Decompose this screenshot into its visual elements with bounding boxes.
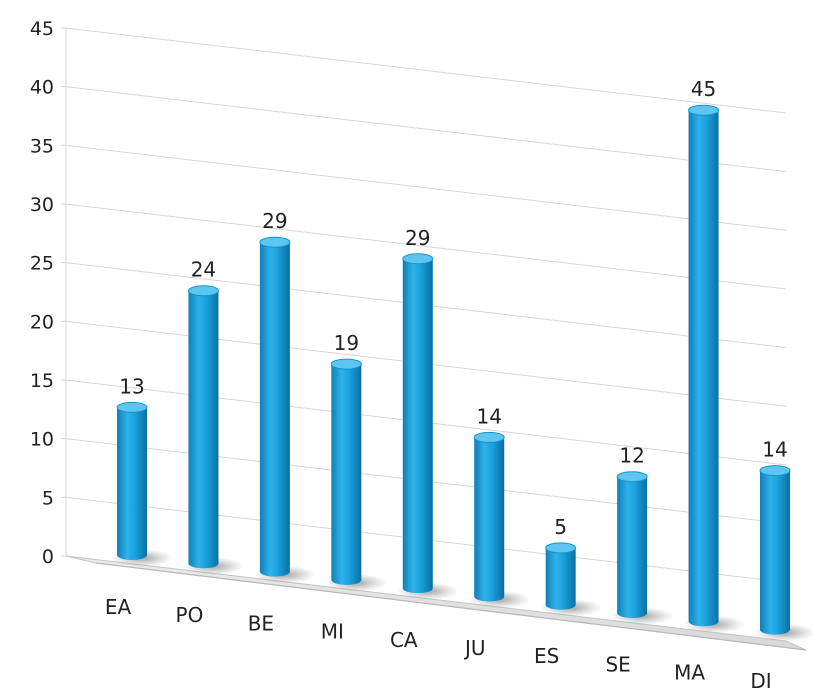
bar-top <box>616 471 648 483</box>
x-tick-label: DI <box>750 669 771 693</box>
bar-body <box>474 437 505 602</box>
bar-ea <box>111 401 173 567</box>
floor-front-edge <box>95 562 807 651</box>
data-label: 5 <box>554 515 567 539</box>
bar-top <box>116 401 148 413</box>
data-labels: 13 24 29 19 29 14 5 12 45 14 <box>119 77 787 539</box>
data-label: 24 <box>191 258 216 282</box>
bar-se <box>611 471 674 626</box>
gridline <box>65 86 787 173</box>
bar-ma <box>682 104 745 634</box>
gridline <box>65 27 787 114</box>
bar-ju <box>468 431 531 609</box>
x-tick-label: CA <box>390 628 418 652</box>
y-axis-ticks: 0 5 10 15 20 25 30 35 40 45 <box>30 18 66 568</box>
bar-body <box>402 258 433 594</box>
bar-body <box>331 364 362 585</box>
bar-body <box>617 476 648 619</box>
y-tick-label: 0 <box>42 546 54 568</box>
data-label: 12 <box>619 444 644 468</box>
x-tick-label: BE <box>248 611 274 635</box>
y-tick-label: 45 <box>30 18 54 40</box>
y-tick-label: 30 <box>30 194 54 216</box>
bar-body <box>545 547 576 610</box>
bar-be <box>253 236 316 584</box>
bar-es <box>539 542 602 617</box>
x-tick-label: ES <box>534 644 559 668</box>
y-tick-label: 40 <box>30 77 54 99</box>
data-label: 19 <box>334 331 359 355</box>
data-label: 45 <box>691 77 716 101</box>
bar-top <box>187 285 219 297</box>
x-tick-label: JU <box>463 636 486 660</box>
x-tick-label: MI <box>321 620 344 644</box>
y-tick-label: 35 <box>30 135 54 157</box>
bar-di <box>754 465 813 642</box>
gridline <box>65 203 787 290</box>
bar-body <box>259 242 290 577</box>
bars <box>111 104 813 642</box>
bar-ca <box>396 253 459 601</box>
data-label: 29 <box>405 226 430 250</box>
bar-mi <box>325 358 388 592</box>
x-tick-label: SE <box>605 652 630 676</box>
bar-top <box>688 104 720 116</box>
x-tick-label: MA <box>674 661 705 685</box>
x-tick-label: EA <box>105 595 132 619</box>
bar-body <box>188 290 219 569</box>
bar-top <box>545 542 577 554</box>
y-tick-label: 25 <box>30 253 54 275</box>
x-tick-label: PO <box>176 603 204 627</box>
bar-po <box>182 285 245 576</box>
data-label: 14 <box>762 438 787 462</box>
y-tick-label: 10 <box>30 429 54 451</box>
data-label: 29 <box>262 209 287 233</box>
bar-top <box>330 358 362 370</box>
bar-body <box>760 470 790 635</box>
y-tick-label: 5 <box>42 487 54 509</box>
data-label: 14 <box>476 404 501 428</box>
bar-body <box>117 407 147 560</box>
gridline <box>65 144 787 231</box>
bar-top <box>259 236 291 248</box>
y-tick-label: 15 <box>30 370 54 392</box>
data-label: 13 <box>119 374 144 398</box>
bar-body <box>688 110 719 627</box>
y-tick-label: 20 <box>30 311 54 333</box>
bar-top <box>759 465 791 477</box>
bar-top <box>402 253 434 265</box>
bar-top <box>473 431 505 443</box>
x-axis-ticks: EA PO BE MI CA JU ES SE MA DI <box>105 595 772 693</box>
